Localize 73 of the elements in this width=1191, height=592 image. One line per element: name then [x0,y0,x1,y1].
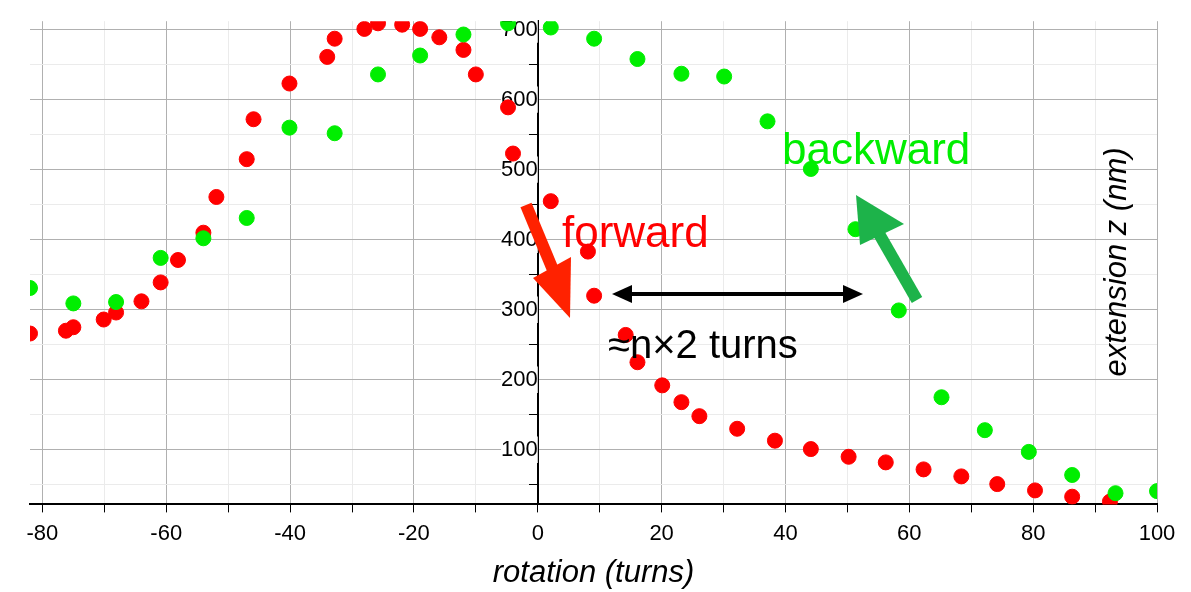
point [989,476,1006,493]
x-tick-label: 40 [773,519,798,545]
point [542,21,559,36]
point [65,295,82,312]
annotation: ≈n×2 turns [608,322,798,367]
point [245,111,262,128]
point [170,252,186,268]
point [412,21,429,37]
point [467,66,484,83]
point [915,461,932,478]
point [238,209,255,226]
point [759,113,776,130]
point [877,454,894,471]
point [586,287,603,304]
point [890,302,907,319]
x-tick-label: 100 [1138,519,1176,545]
point [152,249,169,266]
point [370,66,387,83]
x-tick-label: -60 [150,519,183,545]
series-label: backward [782,124,971,174]
point [654,377,671,394]
point [281,119,298,136]
y-tick-label: 100 [501,435,538,461]
point [455,41,472,58]
point [326,125,343,142]
point [716,68,733,85]
y-axis-title: extension z (nm) [1098,147,1134,377]
point [108,294,125,311]
point [976,422,993,439]
y-tick-label: 500 [501,155,538,181]
point [208,188,225,205]
point [802,441,819,458]
point [840,448,857,465]
x-tick-label: -40 [274,519,306,545]
point [933,389,950,406]
point [133,293,150,310]
point [586,30,603,47]
x-tick-label: 0 [531,519,544,545]
x-tick-label: 60 [897,519,922,545]
point [505,145,521,162]
point [412,47,429,64]
point [766,432,783,449]
point [629,51,646,68]
point [673,65,690,82]
y-tick-label: 200 [501,365,538,391]
point [729,420,746,437]
point [1064,466,1081,483]
point [431,29,448,46]
point [95,311,112,328]
x-tick-label: 20 [649,519,674,545]
point [1020,443,1037,460]
point [356,21,373,37]
y-tick-label: 300 [501,295,538,321]
x-tick-label: 80 [1020,519,1046,545]
point [238,151,255,168]
point [691,408,708,425]
x-tick-label: -80 [26,519,59,545]
point [455,26,472,43]
point [152,274,169,291]
point [319,48,336,65]
point [542,193,559,210]
point [953,468,970,485]
point [1027,482,1044,499]
point [281,75,298,92]
series-label: forward [562,207,709,257]
point [195,230,212,247]
x-axis-title: rotation (turns) [492,554,695,590]
point [1107,485,1124,502]
point [1064,488,1081,505]
x-tick-label: -20 [398,519,430,545]
point [65,319,82,336]
point [326,30,343,47]
point [673,394,690,411]
